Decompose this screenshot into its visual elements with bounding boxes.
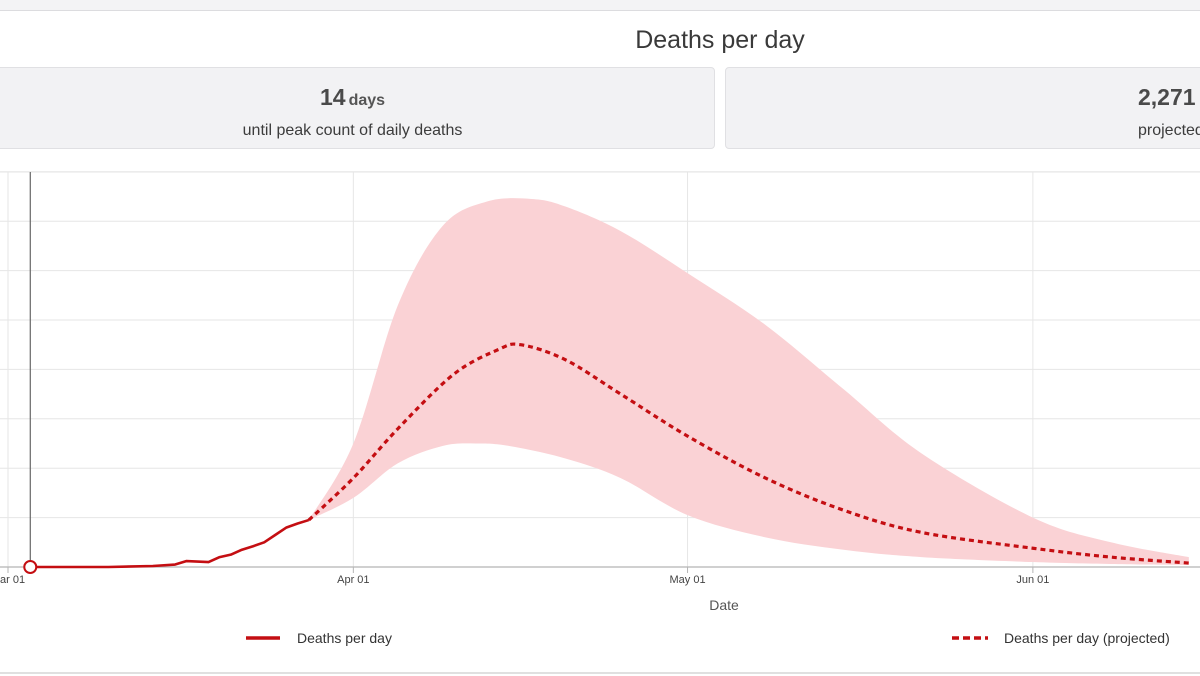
uncertainty-band (308, 198, 1189, 566)
projected-deaths-line (307, 342, 1189, 565)
legend-label-projected: Deaths per day (projected) (1004, 630, 1170, 646)
stat-label: projected (1138, 122, 1200, 139)
chart-title: Deaths per day (635, 26, 805, 54)
stat-card-projected: 2,271 projected (725, 67, 1200, 149)
stat-value-line: 14 days (0, 84, 714, 111)
stat-card-peak: 14 days until peak count of daily deaths (0, 67, 715, 149)
stat-label: until peak count of daily deaths (242, 122, 463, 139)
stat-value-line: 2,271 (1138, 84, 1196, 111)
today-marker-point (23, 560, 38, 574)
observed-deaths-line (30, 518, 310, 569)
legend-label-observed: Deaths per day (297, 630, 392, 646)
x-tick-label: May 01 (670, 574, 706, 586)
stat-value: 14 (319, 84, 346, 110)
x-tick-label: Apr 01 (337, 574, 369, 586)
x-tick-label: Mar 01 (0, 574, 25, 586)
x-tick-label: Jun 01 (1016, 574, 1049, 586)
x-axis-title: Date (709, 597, 739, 613)
stat-unit: days (348, 92, 386, 109)
stat-value: 2,271 (1138, 84, 1196, 110)
top-border (0, 0, 1200, 11)
